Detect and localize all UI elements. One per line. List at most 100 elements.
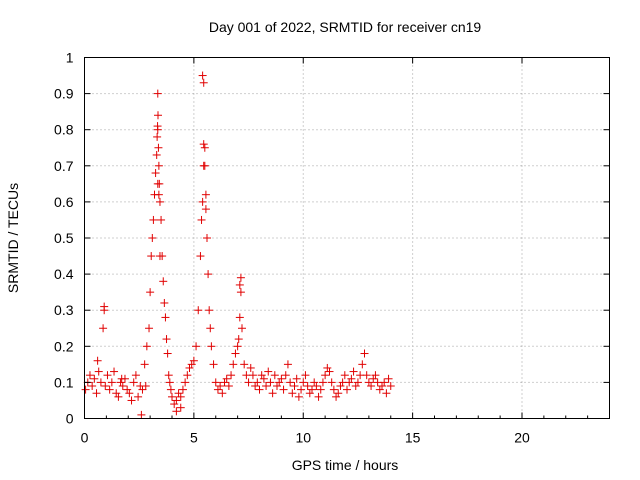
data-point (117, 374, 126, 383)
data-point (270, 371, 279, 380)
x-tick-label: 15 (405, 430, 421, 446)
data-point (310, 378, 319, 387)
data-point (85, 371, 94, 380)
x-tick-label: 5 (190, 430, 198, 446)
x-tick-label: 0 (81, 430, 89, 446)
data-point (151, 169, 160, 178)
data-point (153, 125, 162, 134)
data-point (351, 382, 360, 391)
data-point (118, 382, 127, 391)
data-point (129, 378, 138, 387)
data-point (204, 270, 213, 279)
data-point (201, 190, 210, 199)
data-point (168, 392, 176, 401)
data-point (251, 382, 260, 391)
data-point (380, 378, 389, 387)
data-point (199, 140, 208, 149)
data-point (211, 378, 220, 387)
data-point (138, 385, 147, 394)
data-point (203, 234, 211, 242)
data-point (268, 389, 277, 398)
data-point (236, 273, 245, 282)
y-tick-label: 0.7 (54, 158, 74, 174)
data-point (137, 410, 146, 419)
data-point (369, 374, 378, 383)
data-point (147, 252, 156, 261)
data-point (321, 371, 330, 380)
data-point (297, 385, 306, 394)
data-point (160, 298, 169, 307)
data-point (255, 385, 264, 394)
data-point (290, 382, 299, 391)
data-point (312, 382, 321, 391)
data-point (185, 363, 194, 372)
data-point (378, 382, 386, 391)
data-point (162, 335, 171, 344)
data-point (114, 392, 123, 401)
data-point (229, 360, 238, 369)
data-point (154, 143, 163, 152)
data-point (325, 367, 334, 376)
data-point (161, 313, 170, 322)
data-point (275, 378, 284, 387)
data-point (360, 349, 369, 358)
data-point (286, 378, 295, 387)
data-point (125, 389, 134, 398)
data-point (305, 389, 314, 398)
data-point (246, 363, 255, 372)
x-tick-label: 10 (295, 430, 311, 446)
data-point (110, 367, 119, 376)
data-point (196, 252, 205, 261)
data-point (174, 389, 183, 398)
data-point (166, 385, 175, 394)
data-point (259, 374, 268, 383)
data-point (209, 360, 218, 369)
data-point (153, 132, 162, 141)
data-point (101, 382, 110, 391)
data-point (198, 197, 207, 206)
data-point (353, 378, 362, 387)
data-point (94, 367, 103, 376)
data-point (201, 205, 210, 214)
data-point (266, 378, 275, 387)
data-point (224, 382, 233, 391)
y-tick-label: 0.8 (54, 122, 74, 138)
data-point (178, 385, 187, 394)
data-point (362, 371, 371, 380)
plot-frame (84, 57, 610, 419)
data-point (222, 374, 231, 383)
data-point (248, 371, 257, 380)
data-point (163, 349, 172, 358)
x-tick-label: 20 (514, 430, 530, 446)
data-point (176, 392, 185, 401)
data-point (105, 385, 114, 394)
data-point (314, 392, 323, 401)
data-point (220, 378, 229, 387)
chart-title: Day 001 of 2022, SRMTID for receiver cn1… (209, 19, 482, 35)
data-point (170, 400, 179, 409)
data-point (235, 280, 244, 289)
data-point (155, 197, 164, 206)
data-point (283, 360, 292, 369)
data-point (154, 111, 162, 120)
data-point (347, 374, 356, 383)
y-tick-label: 0.3 (54, 302, 74, 318)
data-point (181, 378, 190, 387)
data-point (218, 389, 227, 398)
data-point (327, 378, 336, 387)
data-point (99, 324, 108, 333)
data-point (146, 288, 155, 297)
y-tick-label: 0.5 (54, 230, 74, 246)
data-point (318, 378, 327, 387)
data-point (176, 403, 185, 412)
data-point (92, 389, 101, 398)
data-point (234, 335, 243, 344)
y-tick-label: 0 (66, 411, 74, 427)
data-point (142, 342, 151, 351)
y-tick-label: 0.4 (54, 266, 74, 282)
data-point (131, 371, 140, 380)
data-point (149, 215, 158, 224)
data-point (233, 342, 242, 351)
data-point (93, 356, 102, 365)
data-point (107, 378, 116, 387)
